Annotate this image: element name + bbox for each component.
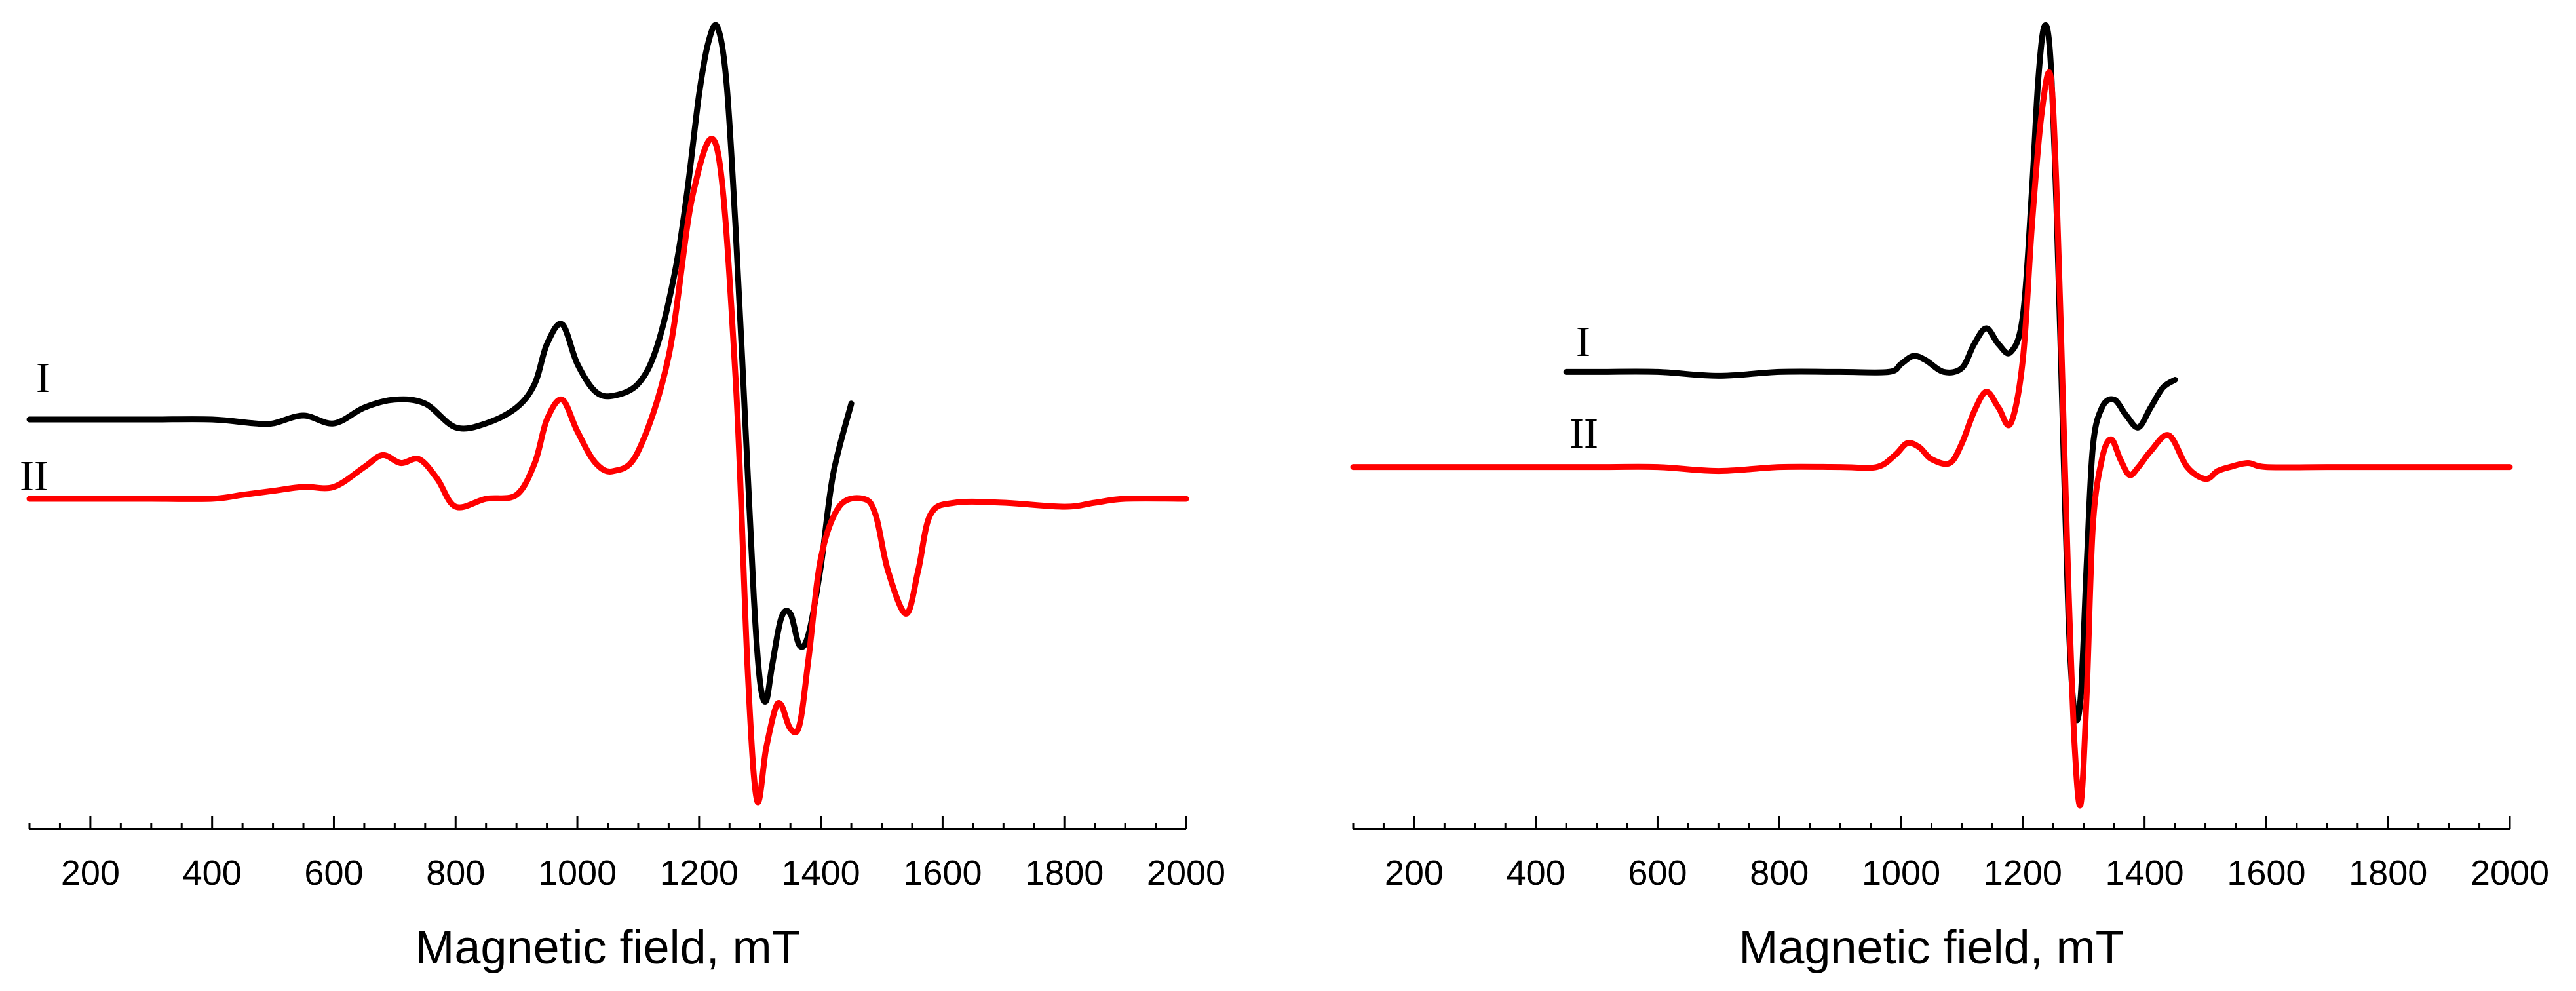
x-axis-title: Magnetic field, mT [415, 922, 800, 974]
left-panel: 200 400 600 800 1000 1200 1400 1600 1800 2000 Magn… [20, 22, 1225, 974]
x-tick-label: 2000 [1147, 853, 1225, 893]
x-tick-label: 1600 [903, 853, 982, 893]
series-label-i: I [1576, 318, 1590, 366]
x-tick-label: 800 [1750, 853, 1809, 893]
x-tick-label: 800 [426, 853, 485, 893]
x-tick-label: 200 [61, 853, 120, 893]
x-tick-label: 1200 [1984, 853, 2062, 893]
x-tick-label: 1800 [2349, 853, 2427, 893]
series-line-i [1563, 22, 2178, 724]
x-tick-label: 200 [1385, 853, 1444, 893]
series-line-ii [1350, 69, 2513, 809]
x-axis-title: Magnetic field, mT [1739, 922, 2124, 974]
x-tick-label: 1400 [782, 853, 860, 893]
x-tick-label: 600 [304, 853, 363, 893]
series-label-i: I [36, 354, 50, 402]
x-tick-label: 1400 [2105, 853, 2184, 893]
series-line-ii [26, 136, 1189, 806]
series-line-i [26, 22, 855, 705]
series-label-ii: II [20, 452, 48, 500]
x-tick-label: 1800 [1025, 853, 1104, 893]
x-tick-label: 1000 [1862, 853, 1940, 893]
x-tick-label: 1600 [2227, 853, 2305, 893]
series-label-ii: II [1569, 410, 1598, 457]
x-tick-label: 2000 [2470, 853, 2549, 893]
x-tick-label: 600 [1628, 853, 1687, 893]
right-panel: 200 400 600 800 1000 1200 1400 1600 1800 2000 Magn… [1350, 22, 2549, 974]
x-tick-label: 400 [183, 853, 242, 893]
x-tick-label: 1200 [660, 853, 739, 893]
x-tick-label: 400 [1507, 853, 1566, 893]
x-tick-label: 1000 [538, 853, 617, 893]
